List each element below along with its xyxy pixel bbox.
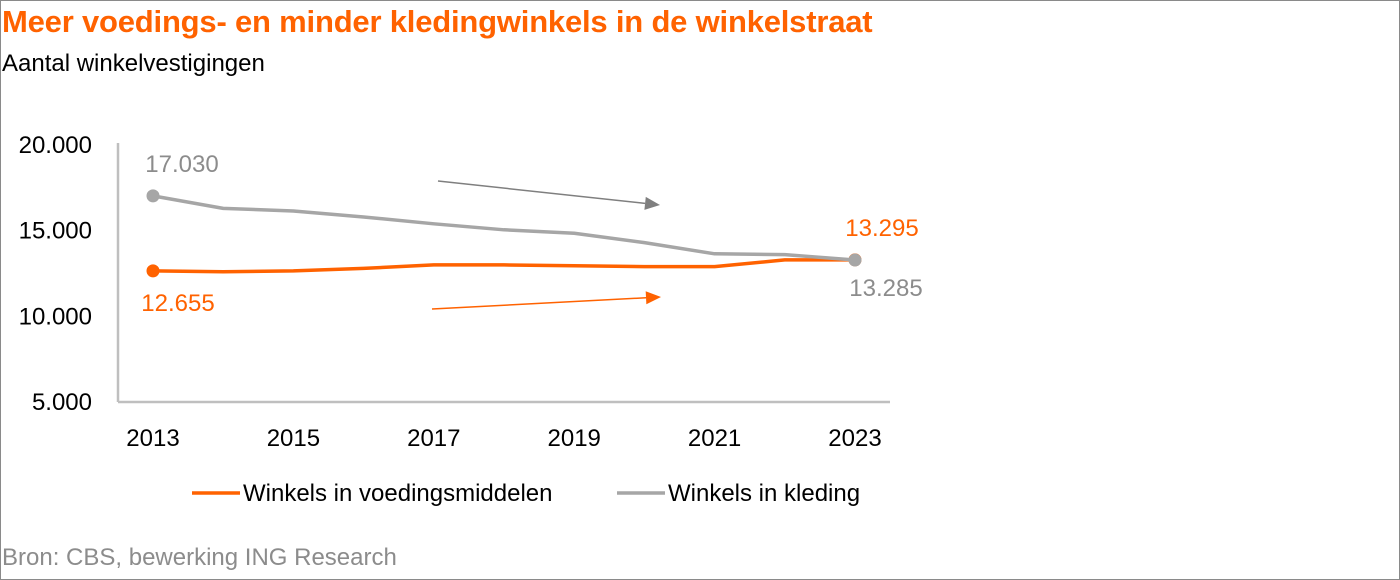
data-labels: 17.030 12.655 13.295 13.285 bbox=[141, 151, 922, 317]
arrow-down-clothing-shaft bbox=[437, 180, 646, 205]
label-food-end: 13.295 bbox=[845, 215, 918, 242]
y-tick-label: 10.000 bbox=[19, 303, 92, 330]
chart-title: Meer voedings- en minder kledingwinkels … bbox=[2, 4, 873, 39]
arrow-down-clothing-head bbox=[644, 196, 660, 210]
y-tick-label: 5.000 bbox=[32, 389, 92, 416]
x-tick-label: 2021 bbox=[688, 425, 741, 452]
series-lines bbox=[146, 189, 862, 278]
arrow-up-food bbox=[431, 291, 661, 310]
legend-label-clothing: Winkels in kleding bbox=[668, 480, 860, 507]
marker-start-clothing bbox=[146, 189, 160, 203]
chart-subtitle: Aantal winkelvestigingen bbox=[2, 50, 265, 77]
y-axis-ticks: 20.000 15.000 10.000 5.000 bbox=[19, 132, 92, 416]
x-axis-ticks: 2013 2015 2017 2019 2021 2023 bbox=[126, 425, 881, 452]
marker-end-clothing bbox=[848, 253, 862, 267]
label-food-start: 12.655 bbox=[141, 290, 214, 317]
series-line-food bbox=[151, 258, 857, 274]
x-tick-label: 2023 bbox=[828, 425, 881, 452]
axes bbox=[116, 143, 890, 404]
arrow-up-food-shaft bbox=[431, 297, 647, 310]
label-clothing-start: 17.030 bbox=[145, 151, 218, 178]
series-line-clothing bbox=[151, 194, 857, 262]
source-note: Bron: CBS, bewerking ING Research bbox=[2, 544, 397, 571]
x-tick-label: 2013 bbox=[126, 425, 179, 452]
arrow-down-clothing bbox=[437, 180, 660, 210]
legend-label-food: Winkels in voedingsmiddelen bbox=[243, 480, 553, 507]
legend-item-clothing: Winkels in kleding bbox=[617, 480, 860, 507]
x-tick-label: 2017 bbox=[407, 425, 460, 452]
marker-start-food bbox=[146, 264, 160, 278]
trend-arrows bbox=[431, 180, 661, 310]
legend-item-food: Winkels in voedingsmiddelen bbox=[192, 480, 553, 507]
legend: Winkels in voedingsmiddelen Winkels in kl… bbox=[192, 480, 860, 507]
x-tick-label: 2019 bbox=[548, 425, 601, 452]
y-tick-label: 20.000 bbox=[19, 132, 92, 159]
y-tick-label: 15.000 bbox=[19, 218, 92, 245]
x-tick-label: 2015 bbox=[267, 425, 320, 452]
label-clothing-end: 13.285 bbox=[849, 275, 922, 302]
arrow-up-food-head bbox=[645, 291, 661, 305]
